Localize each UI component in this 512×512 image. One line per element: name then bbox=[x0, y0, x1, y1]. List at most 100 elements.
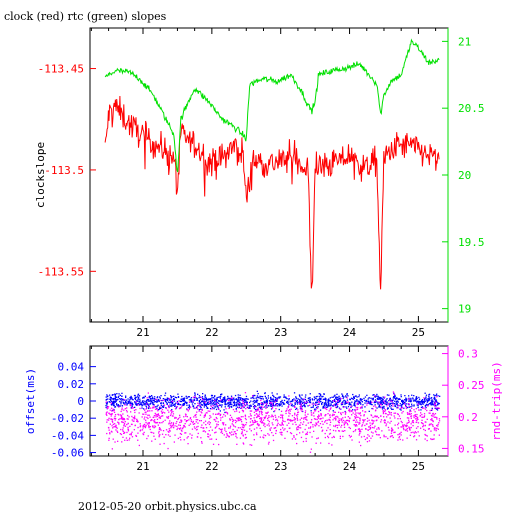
rnd-trip-point bbox=[174, 434, 176, 436]
rnd-trip-point bbox=[369, 422, 371, 424]
rnd-trip-point bbox=[119, 418, 121, 420]
offset-point bbox=[345, 401, 347, 403]
offset-point bbox=[278, 408, 280, 411]
offset-point bbox=[266, 402, 268, 404]
rnd-trip-point bbox=[234, 433, 237, 435]
rnd-trip-point bbox=[135, 409, 137, 411]
rnd-trip-point bbox=[289, 413, 291, 415]
offset-point bbox=[214, 398, 216, 401]
rnd-trip-point bbox=[348, 420, 350, 423]
rnd-trip-point bbox=[389, 399, 391, 401]
rnd-trip-point bbox=[406, 437, 408, 439]
rnd-trip-point bbox=[129, 425, 131, 427]
offset-point bbox=[324, 406, 326, 408]
offset-point bbox=[286, 401, 288, 404]
rnd-trip-point bbox=[235, 421, 237, 424]
rnd-trip-point bbox=[238, 411, 241, 413]
offset-point bbox=[430, 397, 432, 399]
rnd-trip-point bbox=[170, 413, 172, 415]
rnd-trip-point bbox=[127, 428, 129, 431]
rnd-trip-point bbox=[388, 429, 390, 431]
offset-point bbox=[117, 396, 119, 398]
offset-point bbox=[286, 398, 288, 400]
rnd-trip-point bbox=[406, 425, 408, 427]
rnd-trip-point bbox=[114, 441, 116, 443]
rnd-trip-point bbox=[357, 406, 359, 409]
offset-point bbox=[334, 403, 336, 406]
offset-point bbox=[326, 406, 329, 408]
rnd-trip-point bbox=[299, 419, 301, 421]
offset-point bbox=[134, 394, 136, 397]
rnd-trip-point bbox=[154, 425, 156, 427]
offset-point bbox=[322, 398, 324, 400]
offset-point bbox=[141, 402, 143, 404]
offset-point bbox=[182, 403, 184, 405]
offset-point bbox=[202, 393, 204, 395]
rnd-trip-point bbox=[328, 442, 330, 445]
offset-point bbox=[404, 399, 406, 401]
rnd-trip-point bbox=[319, 423, 322, 425]
offset-point bbox=[210, 402, 212, 404]
rnd-trip-point bbox=[332, 419, 334, 421]
offset-point bbox=[330, 403, 332, 405]
offset-point bbox=[149, 403, 152, 405]
offset-point bbox=[277, 397, 279, 399]
offset-point bbox=[134, 401, 136, 403]
rnd-trip-point bbox=[397, 404, 399, 406]
rnd-trip-point bbox=[305, 416, 307, 418]
offset-point bbox=[309, 397, 311, 399]
offset-point bbox=[358, 401, 361, 403]
rnd-trip-point bbox=[399, 438, 401, 441]
rnd-trip-point bbox=[269, 429, 271, 431]
rnd-trip-point bbox=[280, 428, 282, 431]
rnd-trip-point bbox=[132, 407, 134, 409]
rnd-trip-point bbox=[408, 403, 410, 405]
rnd-trip-point bbox=[158, 430, 160, 433]
offset-point bbox=[422, 402, 424, 404]
offset-point bbox=[256, 395, 259, 397]
rnd-trip-point bbox=[208, 421, 210, 423]
rnd-trip-point bbox=[239, 417, 241, 420]
rnd-trip-point bbox=[432, 415, 434, 417]
offset-point bbox=[260, 404, 262, 406]
offset-point bbox=[386, 398, 388, 400]
offset-point bbox=[337, 405, 339, 408]
offset-point bbox=[288, 403, 290, 406]
rnd-trip-point bbox=[162, 411, 164, 413]
rnd-trip-point bbox=[263, 424, 265, 426]
offset-point bbox=[410, 400, 412, 403]
offset-point bbox=[203, 398, 205, 400]
offset-point bbox=[199, 399, 202, 401]
rnd-trip-point bbox=[211, 438, 213, 440]
offset-point bbox=[257, 403, 259, 405]
offset-point bbox=[297, 398, 300, 400]
offset-point bbox=[219, 397, 221, 399]
rnd-trip-point bbox=[246, 430, 248, 433]
offset-point bbox=[352, 393, 354, 396]
offset-point bbox=[266, 406, 268, 408]
offset-point bbox=[228, 401, 230, 403]
rnd-trip-point bbox=[282, 424, 284, 426]
rnd-trip-point bbox=[237, 417, 239, 419]
rnd-trip-point bbox=[125, 409, 128, 412]
offset-point bbox=[341, 393, 343, 395]
rnd-trip-point bbox=[130, 433, 132, 435]
rnd-trip-point bbox=[264, 416, 267, 418]
rnd-trip-point bbox=[158, 427, 161, 429]
offset-point bbox=[284, 396, 286, 398]
rnd-trip-point bbox=[402, 439, 404, 441]
offset-point bbox=[433, 402, 436, 404]
rnd-trip-point bbox=[423, 397, 425, 399]
rnd-trip-point bbox=[244, 392, 247, 394]
offset-point bbox=[408, 400, 410, 402]
rnd-trip-point bbox=[124, 425, 127, 427]
rnd-trip-point bbox=[301, 417, 303, 419]
offset-point bbox=[194, 392, 196, 394]
rnd-trip-point bbox=[368, 435, 370, 437]
offset-point bbox=[110, 398, 112, 400]
rnd-trip-point bbox=[186, 419, 189, 422]
offset-point bbox=[304, 406, 306, 408]
rnd-trip-point bbox=[123, 399, 125, 401]
rnd-trip-point bbox=[397, 434, 399, 436]
rnd-trip-point bbox=[138, 412, 140, 414]
